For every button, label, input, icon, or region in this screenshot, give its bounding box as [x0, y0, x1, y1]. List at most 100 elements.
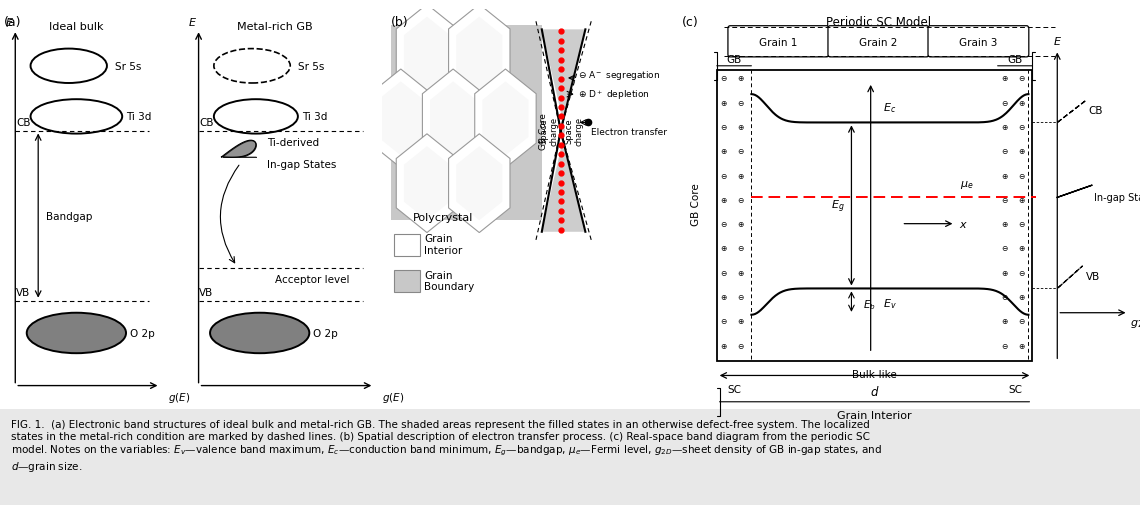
- Text: $\oplus$: $\oplus$: [1018, 195, 1025, 205]
- Text: $\ominus$: $\ominus$: [719, 220, 727, 229]
- Text: (a): (a): [3, 16, 22, 29]
- Polygon shape: [456, 147, 503, 221]
- Text: O 2p: O 2p: [314, 328, 337, 338]
- Text: $\oplus$: $\oplus$: [736, 220, 744, 229]
- Text: $\ominus$: $\ominus$: [736, 244, 744, 253]
- Bar: [391, 26, 542, 220]
- Text: $\mu_e$: $\mu_e$: [960, 179, 974, 191]
- Text: Periodic SC Model: Periodic SC Model: [825, 16, 931, 29]
- Text: Sr 5s: Sr 5s: [115, 62, 141, 72]
- Polygon shape: [397, 5, 457, 104]
- Bar: [717, 71, 1033, 362]
- Text: $\ominus$: $\ominus$: [719, 317, 727, 326]
- Text: $\oplus$: $\oplus$: [1001, 123, 1009, 132]
- Polygon shape: [377, 82, 424, 156]
- Text: $\oplus$: $\oplus$: [1018, 244, 1025, 253]
- Text: In-gap States: In-gap States: [268, 160, 336, 170]
- Text: GB: GB: [726, 55, 742, 65]
- Polygon shape: [370, 70, 432, 169]
- Text: $\oplus$: $\oplus$: [1001, 317, 1009, 326]
- Text: In-gap States: In-gap States: [1093, 193, 1140, 203]
- Text: $\ominus$: $\ominus$: [1018, 171, 1025, 180]
- Text: Bandgap: Bandgap: [46, 211, 92, 221]
- Text: $g(E)$: $g(E)$: [168, 390, 190, 404]
- Text: Ti-derived: Ti-derived: [268, 137, 319, 147]
- Polygon shape: [404, 18, 450, 91]
- Text: Ideal bulk: Ideal bulk: [49, 22, 104, 32]
- Text: O 2p: O 2p: [130, 328, 155, 338]
- Text: VB: VB: [1086, 272, 1100, 282]
- Text: $\oplus$: $\oplus$: [736, 171, 744, 180]
- Polygon shape: [474, 70, 536, 169]
- Text: $x$: $x$: [959, 219, 968, 229]
- Text: $\oplus$: $\oplus$: [1018, 341, 1025, 350]
- Text: $\ominus$: $\ominus$: [736, 195, 744, 205]
- Text: Space
charge: Space charge: [539, 117, 559, 146]
- Polygon shape: [448, 134, 510, 233]
- Text: $E$: $E$: [5, 16, 14, 28]
- Text: $\oplus$: $\oplus$: [719, 147, 727, 156]
- Text: $\oplus$: $\oplus$: [1018, 147, 1025, 156]
- Ellipse shape: [210, 313, 309, 354]
- Text: $\ominus$: $\ominus$: [736, 292, 744, 301]
- Polygon shape: [456, 18, 503, 91]
- Text: $E$: $E$: [1052, 34, 1061, 46]
- Bar: [717, 71, 751, 362]
- Text: $\ominus$: $\ominus$: [736, 147, 744, 156]
- Text: $\oplus$: $\oplus$: [719, 98, 727, 108]
- Text: $\ominus$: $\ominus$: [719, 268, 727, 277]
- Polygon shape: [397, 134, 457, 233]
- Text: $E_v$: $E_v$: [884, 297, 897, 311]
- Text: $\oplus$: $\oplus$: [719, 341, 727, 350]
- Text: $\ominus$: $\ominus$: [1001, 292, 1009, 301]
- Text: CB: CB: [1088, 106, 1102, 116]
- Text: Sr 5s: Sr 5s: [298, 62, 324, 72]
- Text: $\ominus$: $\ominus$: [1018, 317, 1025, 326]
- Text: $\oplus$: $\oplus$: [736, 74, 744, 83]
- Text: $\oplus$: $\oplus$: [736, 268, 744, 277]
- Text: FIG. 1.  (a) Electronic band structures of ideal bulk and metal-rich GB. The sha: FIG. 1. (a) Electronic band structures o…: [11, 419, 882, 473]
- Text: Grain
Boundary: Grain Boundary: [424, 270, 474, 291]
- Text: $E_g$: $E_g$: [831, 198, 845, 214]
- Text: $\oplus$: $\oplus$: [1018, 98, 1025, 108]
- Text: Grain
Interior: Grain Interior: [424, 234, 463, 255]
- Text: $E_b$: $E_b$: [863, 297, 876, 311]
- Text: $\ominus$: $\ominus$: [719, 123, 727, 132]
- Polygon shape: [448, 5, 510, 104]
- Text: $E_c$: $E_c$: [884, 102, 896, 115]
- Text: Ti 3d: Ti 3d: [302, 112, 327, 122]
- Text: $\oplus$: $\oplus$: [1001, 268, 1009, 277]
- Ellipse shape: [26, 313, 127, 354]
- Text: Grain 1: Grain 1: [759, 37, 798, 47]
- Text: $\ominus$: $\ominus$: [736, 341, 744, 350]
- Text: GB Core: GB Core: [691, 183, 701, 225]
- Text: $\oplus$: $\oplus$: [719, 244, 727, 253]
- Text: Electron transfer: Electron transfer: [592, 127, 667, 136]
- Text: $\oplus$: $\oplus$: [719, 195, 727, 205]
- Polygon shape: [430, 82, 477, 156]
- Text: $\ominus$: $\ominus$: [1018, 74, 1025, 83]
- Polygon shape: [423, 70, 483, 169]
- Text: $\oplus$: $\oplus$: [1018, 292, 1025, 301]
- Text: Bulk-like: Bulk-like: [852, 370, 897, 380]
- Text: Polycrystal: Polycrystal: [413, 212, 473, 222]
- Text: $\ominus$: $\ominus$: [1018, 220, 1025, 229]
- Text: $\oplus$: $\oplus$: [736, 123, 744, 132]
- Text: GB Core: GB Core: [539, 113, 547, 149]
- Text: (c): (c): [682, 16, 699, 29]
- Text: Ti 3d: Ti 3d: [127, 112, 152, 122]
- Text: $\oplus$: $\oplus$: [1001, 220, 1009, 229]
- Polygon shape: [404, 147, 450, 221]
- Text: SC: SC: [1008, 384, 1021, 394]
- Text: $\ominus$: $\ominus$: [1001, 195, 1009, 205]
- Text: (b): (b): [391, 16, 408, 29]
- Text: $\ominus$: $\ominus$: [1001, 341, 1009, 350]
- Text: $\ominus$: $\ominus$: [1018, 268, 1025, 277]
- Text: Grain 2: Grain 2: [860, 37, 897, 47]
- FancyBboxPatch shape: [928, 27, 1028, 58]
- Text: $\ominus$: $\ominus$: [719, 74, 727, 83]
- Text: Metal-rich GB: Metal-rich GB: [237, 22, 312, 32]
- Text: Acceptor level: Acceptor level: [275, 275, 350, 285]
- Bar: [393, 234, 420, 257]
- Text: SC: SC: [727, 384, 741, 394]
